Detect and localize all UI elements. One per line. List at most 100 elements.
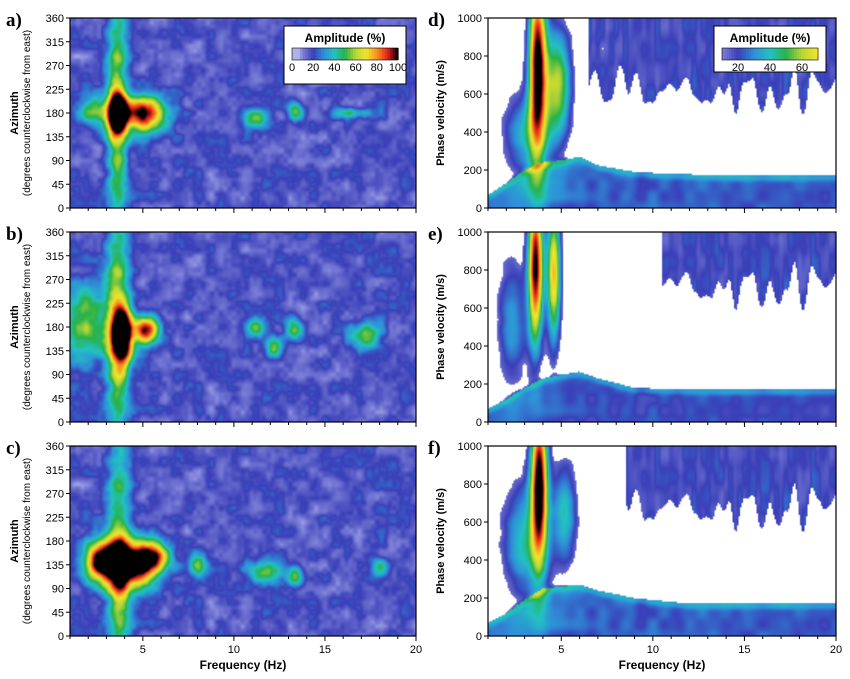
colorbar-segment (731, 48, 735, 60)
x-tick-label: 20 (410, 644, 422, 656)
y-tick-label: 1000 (458, 13, 482, 25)
colorbar-segment (345, 48, 349, 60)
y-tick-label: 0 (476, 203, 482, 215)
colorbar-segment (782, 48, 785, 60)
colorbar-segment (355, 48, 359, 60)
panel-label: e) (428, 224, 443, 245)
y-axis-label: Azimuth (9, 91, 21, 135)
colorbar-segment (342, 48, 346, 60)
colorbar-segment (810, 48, 814, 60)
y-tick-label: 270 (46, 275, 64, 287)
heatmap-image (70, 232, 416, 422)
y-tick-label: 800 (464, 265, 482, 277)
y-tick-label: 0 (58, 631, 64, 643)
colorbar-segment (366, 48, 370, 60)
colorbar-segment (305, 48, 309, 60)
colorbar-segment (360, 48, 365, 60)
colorbar-segment (318, 48, 322, 60)
colorbar-segment (722, 48, 725, 60)
y-tick-label: 225 (46, 298, 64, 310)
legend-title: Amplitude (%) (730, 31, 811, 45)
colorbar-segment (724, 48, 728, 60)
panel-label: b) (6, 224, 23, 245)
x-tick-label: 5 (140, 644, 146, 656)
colorbar-segment (801, 48, 805, 60)
colorbar-segment (758, 48, 761, 60)
heatmap-image (488, 446, 836, 636)
panel-label: c) (6, 438, 21, 459)
colorbar-segment (292, 48, 296, 60)
x-tick-label: 20 (830, 644, 842, 656)
y-axis-label: Azimuth (9, 305, 21, 349)
y-tick-label: 200 (464, 593, 482, 605)
colorbar-segment (734, 48, 737, 60)
colorbar-segment (746, 48, 749, 60)
colorbar-segment (299, 48, 304, 60)
x-tick-label: 15 (738, 644, 750, 656)
y-tick-label: 360 (46, 441, 64, 453)
panel-label: f) (428, 438, 441, 459)
y-tick-label: 800 (464, 51, 482, 63)
y-tick-label: 600 (464, 517, 482, 529)
y-tick-label: 90 (52, 370, 64, 382)
colorbar-segment (760, 48, 764, 60)
y-tick-label: 135 (46, 132, 64, 144)
x-axis-label: Frequency (Hz) (200, 658, 287, 672)
y-tick-label: 800 (464, 479, 482, 491)
colorbar-segment (803, 48, 807, 60)
y-tick-label: 270 (46, 61, 64, 73)
legend-tick-label: 20 (307, 62, 319, 74)
y-axis-label: Azimuth (9, 519, 21, 563)
colorbar-segment (331, 48, 335, 60)
colorbar-segment (772, 48, 776, 60)
colorbar-segment (765, 48, 769, 60)
colorbar-segment (767, 48, 771, 60)
colorbar-segment (738, 48, 742, 60)
panel-f: f) 0 200 400 600 800 1000 5 10 15 20 Frequency (Hz)… (428, 438, 842, 672)
y-tick-label: 225 (46, 512, 64, 524)
x-axis-label: Frequency (Hz) (619, 658, 706, 672)
colorbar-segment (798, 48, 802, 60)
colorbar-segment (315, 48, 320, 60)
y-axis-sublabel: (degrees counterclockwise from east) (22, 458, 33, 624)
y-tick-label: 315 (46, 465, 64, 477)
y-tick-label: 360 (46, 227, 64, 239)
colorbar-segment (813, 48, 817, 60)
colorbar-segment (779, 48, 783, 60)
y-tick-label: 0 (58, 417, 64, 429)
y-tick-label: 400 (464, 555, 482, 567)
colorbar-legend: Amplitude (%) 0 20 40 60 80 100 (283, 25, 407, 85)
y-axis-label: Phase velocity (m/s) (435, 274, 447, 380)
colorbar-segment (815, 48, 819, 60)
colorbar-segment (379, 48, 383, 60)
x-tick-label: 15 (319, 644, 331, 656)
y-axis-sublabel: (degrees counterclockwise from east) (22, 244, 33, 410)
colorbar-segment (786, 48, 790, 60)
colorbar-segment (808, 48, 812, 60)
y-tick-label: 45 (52, 607, 64, 619)
colorbar-segment (789, 48, 793, 60)
y-tick-label: 135 (46, 560, 64, 572)
colorbar-segment (750, 48, 754, 60)
colorbar-segment (796, 48, 800, 60)
y-axis-label: Phase velocity (m/s) (435, 488, 447, 594)
y-tick-label: 1000 (458, 227, 482, 239)
y-tick-label: 135 (46, 346, 64, 358)
colorbar-segment (784, 48, 788, 60)
x-tick-label: 5 (558, 644, 564, 656)
y-tick-label: 90 (52, 156, 64, 168)
legend-tick-label: 0 (289, 62, 295, 74)
heatmap-image (70, 446, 416, 636)
panel-d: d) 0 200 400 600 800 1000 Phase velocity (m/s) A… (428, 10, 837, 215)
colorbar-segment (358, 48, 362, 60)
y-tick-label: 600 (464, 89, 482, 101)
y-tick-label: 315 (46, 251, 64, 263)
colorbar-segment (334, 48, 338, 60)
y-tick-label: 90 (52, 584, 64, 596)
colorbar-frame (291, 47, 399, 61)
colorbar-segment (339, 48, 343, 60)
panel-label: a) (6, 10, 22, 31)
colorbar-segment (321, 48, 325, 60)
colorbar-segment (729, 48, 733, 60)
